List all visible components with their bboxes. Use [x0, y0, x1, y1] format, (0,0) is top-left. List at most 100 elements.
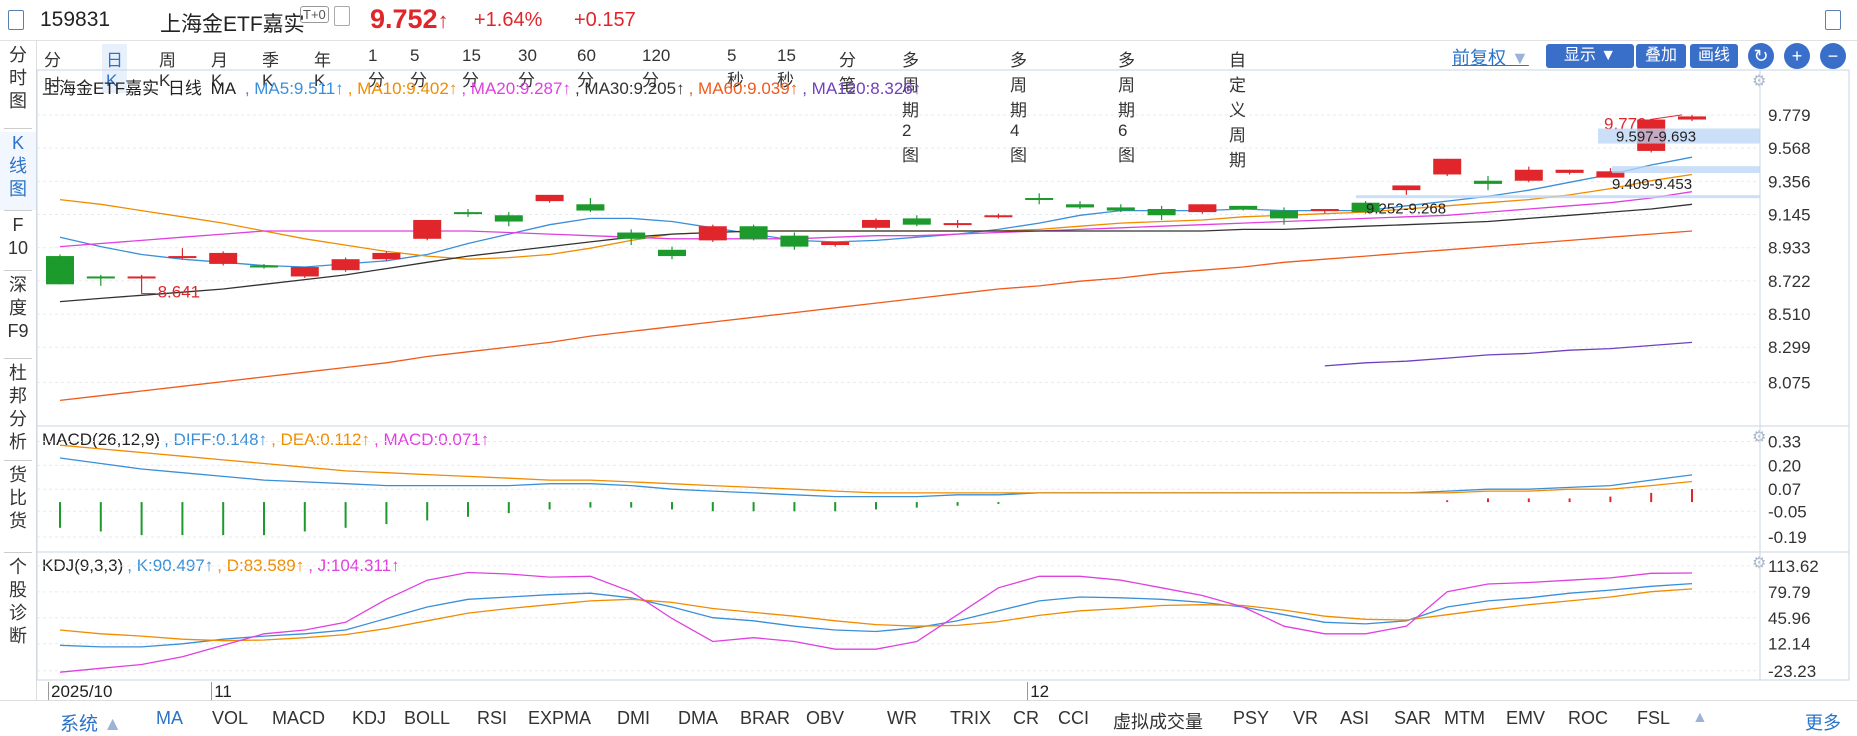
- indicator-tab[interactable]: BRAR: [740, 708, 791, 728]
- indicator-tab[interactable]: CR: [1013, 708, 1039, 728]
- candle[interactable]: [209, 252, 238, 264]
- candle[interactable]: [46, 256, 74, 285]
- overlay-button[interactable]: 叠加: [1636, 44, 1686, 68]
- period-tab[interactable]: 5分: [410, 46, 427, 90]
- candle[interactable]: [1678, 116, 1706, 120]
- candle[interactable]: [454, 212, 482, 215]
- candle[interactable]: [780, 235, 809, 247]
- period-tab[interactable]: 日K: [102, 44, 127, 93]
- draw-line-button[interactable]: 画线: [1690, 44, 1738, 68]
- candle[interactable]: [1474, 180, 1502, 184]
- zoom-in-icon[interactable]: +: [1784, 43, 1810, 69]
- indicator-tab[interactable]: ASI: [1340, 708, 1370, 728]
- nav-item-1[interactable]: K 线 图: [0, 132, 36, 210]
- indicator-tab[interactable]: DMI: [617, 708, 650, 728]
- indicator-tab[interactable]: TRIX: [950, 708, 992, 728]
- adjust-dropdown[interactable]: 前复权 ▼: [1452, 48, 1529, 68]
- candle[interactable]: [127, 276, 156, 279]
- nav-item-0[interactable]: 分 时 图: [9, 45, 27, 111]
- indicator-tab[interactable]: EXPMA: [528, 708, 592, 728]
- candle[interactable]: [984, 215, 1013, 218]
- indicator-tab[interactable]: OBV: [806, 708, 845, 728]
- candle[interactable]: [943, 223, 972, 226]
- candle[interactable]: [1066, 204, 1094, 208]
- candle[interactable]: [1351, 202, 1380, 213]
- candle[interactable]: [1596, 171, 1625, 178]
- candle[interactable]: [535, 194, 564, 202]
- system-tab[interactable]: 系统 ▲: [60, 714, 123, 735]
- candle[interactable]: [413, 219, 442, 239]
- indicator-tab[interactable]: VR: [1293, 708, 1319, 728]
- period-tab[interactable]: 季K: [262, 51, 279, 90]
- candle[interactable]: [1555, 169, 1584, 173]
- indicator-tab[interactable]: RSI: [477, 708, 508, 728]
- candle[interactable]: [576, 204, 605, 211]
- candle[interactable]: [372, 252, 401, 260]
- period-tab[interactable]: 15分: [462, 46, 481, 90]
- indicator-tab[interactable]: PSY: [1233, 708, 1270, 728]
- settings-icon[interactable]: ⚙: [1752, 429, 1766, 446]
- indicator-tab[interactable]: VOL: [212, 708, 249, 728]
- indicator-tab[interactable]: KDJ: [352, 708, 387, 728]
- indicator-tab[interactable]: MTM: [1444, 708, 1485, 728]
- indicator-tab[interactable]: BOLL: [404, 708, 451, 728]
- indicator-tab[interactable]: MA: [156, 708, 183, 728]
- caret-up-icon[interactable]: ▲: [1692, 709, 1708, 726]
- candle[interactable]: [1106, 207, 1135, 211]
- candle[interactable]: [250, 265, 278, 268]
- period-tab[interactable]: 年K: [314, 51, 331, 90]
- sidebar-toggle-icon[interactable]: [8, 10, 24, 30]
- candle[interactable]: [86, 276, 115, 279]
- refresh-icon[interactable]: ↻: [1748, 43, 1774, 69]
- period-tab[interactable]: 分笔: [839, 51, 856, 95]
- candle[interactable]: [658, 249, 686, 257]
- indicator-tab[interactable]: WR: [887, 708, 917, 728]
- panel-toggle-icon[interactable]: [1825, 10, 1841, 30]
- period-tab[interactable]: 分时: [44, 51, 61, 95]
- indicator-tab[interactable]: FSL: [1637, 708, 1671, 728]
- candle[interactable]: [698, 226, 727, 241]
- indicator-tab[interactable]: 虚拟成交量: [1113, 712, 1203, 732]
- indicator-tab[interactable]: EMV: [1506, 708, 1546, 728]
- note-icon[interactable]: [334, 6, 350, 26]
- period-tab[interactable]: 自定义周期: [1229, 51, 1246, 170]
- indicator-tab[interactable]: CCI: [1058, 708, 1089, 728]
- candle[interactable]: [1270, 210, 1298, 219]
- candle[interactable]: [494, 215, 523, 222]
- candle[interactable]: [168, 256, 197, 259]
- period-tab[interactable]: 5秒: [727, 46, 744, 90]
- candle[interactable]: [290, 267, 319, 277]
- display-button[interactable]: 显示 ▼: [1546, 44, 1634, 68]
- period-tab[interactable]: 15秒: [777, 46, 796, 90]
- zoom-out-icon[interactable]: −: [1820, 43, 1846, 69]
- candle[interactable]: [1025, 198, 1054, 200]
- settings-icon[interactable]: ⚙: [1752, 73, 1766, 90]
- period-tab[interactable]: 周K: [159, 51, 176, 90]
- period-tab[interactable]: 30分: [518, 46, 537, 90]
- settings-icon[interactable]: ⚙: [1752, 555, 1766, 572]
- candle[interactable]: [1229, 205, 1258, 209]
- nav-item-6[interactable]: 个 股 诊 断: [9, 557, 27, 646]
- period-tab[interactable]: 60分: [577, 46, 596, 90]
- candle[interactable]: [862, 219, 890, 228]
- period-tab[interactable]: 月K: [211, 51, 228, 90]
- indicator-tab[interactable]: ROC: [1568, 708, 1608, 728]
- candle[interactable]: [1310, 208, 1339, 211]
- period-tab[interactable]: 1分: [368, 46, 385, 90]
- candle[interactable]: [739, 226, 768, 239]
- candle[interactable]: [1147, 208, 1176, 216]
- more-button[interactable]: 更多: [1805, 713, 1841, 733]
- candle[interactable]: [1392, 185, 1421, 191]
- indicator-tab[interactable]: DMA: [678, 708, 718, 728]
- candle[interactable]: [331, 259, 360, 271]
- candle[interactable]: [902, 218, 931, 225]
- candle[interactable]: [1433, 158, 1462, 175]
- nav-item-5[interactable]: 货 比 货: [9, 465, 27, 531]
- indicator-tab[interactable]: MACD: [272, 708, 325, 728]
- indicator-tab[interactable]: SAR: [1394, 708, 1432, 728]
- nav-item-3[interactable]: 深 度 F9: [7, 275, 29, 341]
- candle[interactable]: [1188, 204, 1217, 213]
- nav-item-2[interactable]: F 10: [7, 215, 29, 258]
- period-tab[interactable]: 120分: [642, 46, 671, 90]
